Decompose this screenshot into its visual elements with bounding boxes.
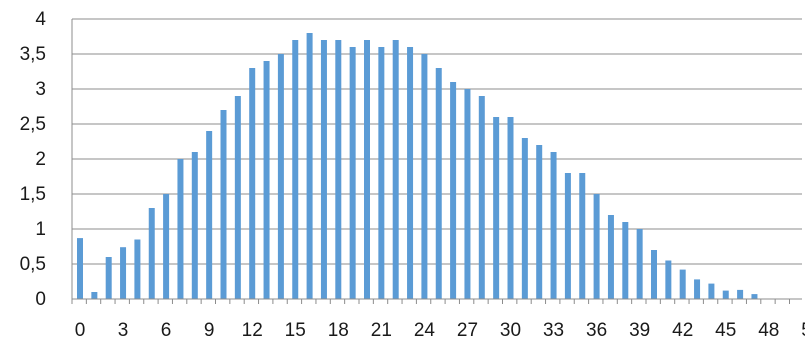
bar <box>493 117 500 299</box>
y-tick-label: 4 <box>35 9 46 30</box>
x-tick-label: 0 <box>75 320 86 341</box>
bar <box>636 229 643 299</box>
bar <box>421 54 428 299</box>
x-tick-label: 3 <box>118 320 129 341</box>
bar <box>206 131 213 299</box>
y-tick-label: 2,5 <box>20 114 46 135</box>
bar <box>335 40 342 299</box>
bar <box>234 96 241 299</box>
bar <box>277 54 284 299</box>
bar <box>694 279 701 299</box>
bar <box>349 47 356 299</box>
bar <box>220 110 227 299</box>
bar <box>320 40 327 299</box>
axes <box>71 19 802 304</box>
bar <box>450 82 457 299</box>
bar <box>407 47 414 299</box>
y-tick-label: 3,5 <box>20 44 46 65</box>
x-tick-label: 51 <box>801 320 805 341</box>
y-tick-label: 3 <box>35 79 46 100</box>
bar <box>148 208 155 299</box>
y-tick-label: 0,5 <box>20 254 46 275</box>
bar <box>292 40 299 299</box>
x-tick-label: 30 <box>500 320 521 341</box>
x-tick-label: 48 <box>758 320 779 341</box>
bar <box>579 173 586 299</box>
x-tick-label: 27 <box>457 320 478 341</box>
y-tick-label: 0 <box>35 289 46 310</box>
bar <box>364 40 370 299</box>
bar <box>751 294 758 299</box>
bar <box>91 292 98 299</box>
bar <box>392 40 399 299</box>
x-tick-label: 15 <box>285 320 306 341</box>
y-tick-label: 1 <box>35 219 46 240</box>
bar <box>550 152 557 299</box>
bar <box>163 194 170 299</box>
x-tick-label: 24 <box>414 320 436 341</box>
bar <box>134 239 141 299</box>
x-tick-label: 45 <box>715 320 736 341</box>
bar <box>679 269 686 299</box>
x-tick-label: 21 <box>371 320 392 341</box>
bar <box>521 138 528 299</box>
x-tick-label: 33 <box>543 320 564 341</box>
x-tick-label: 36 <box>586 320 607 341</box>
bars <box>77 33 758 299</box>
x-tick-label: 39 <box>629 320 650 341</box>
x-tick-label: 42 <box>672 320 693 341</box>
bar <box>708 283 715 299</box>
bar <box>435 68 442 299</box>
bar <box>306 33 313 299</box>
bar <box>263 61 270 299</box>
y-tick-label: 2 <box>35 149 46 170</box>
bar <box>564 173 571 299</box>
bar <box>722 290 729 299</box>
bar <box>607 215 614 299</box>
bar <box>507 117 514 299</box>
bar <box>737 289 744 299</box>
bar <box>464 89 471 299</box>
y-axis-tick-labels: 0 0,5 1 1,5 2 2,5 3 3,5 4 <box>20 9 47 310</box>
x-axis-tick-labels: 03691215182124273033363942454851 <box>75 320 805 341</box>
bar <box>249 68 256 299</box>
bar <box>177 159 184 299</box>
bar <box>593 194 600 299</box>
bar <box>105 257 112 299</box>
y-tick-label: 1,5 <box>20 184 46 205</box>
bar <box>77 238 83 299</box>
x-tick-label: 18 <box>328 320 349 341</box>
bar <box>651 250 657 299</box>
x-tick-label: 9 <box>204 320 215 341</box>
bar <box>665 260 672 299</box>
x-tick-label: 6 <box>161 320 172 341</box>
bar <box>120 247 127 299</box>
bar <box>536 145 543 299</box>
bar <box>622 222 629 299</box>
bar <box>378 47 385 299</box>
bar <box>191 152 198 299</box>
x-tick-label: 12 <box>242 320 263 341</box>
bar <box>478 96 485 299</box>
